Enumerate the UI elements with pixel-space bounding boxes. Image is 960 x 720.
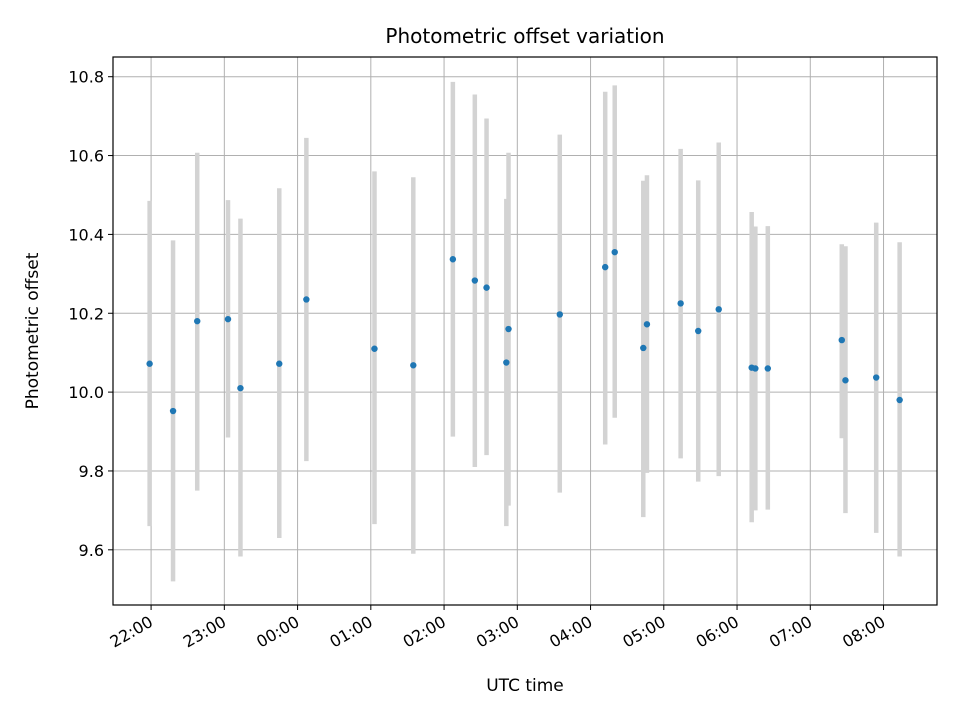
y-tick-label: 10.8: [68, 68, 104, 87]
data-point: [410, 362, 417, 369]
data-point: [503, 359, 510, 366]
data-point: [471, 277, 479, 284]
data-point: [838, 336, 845, 344]
data-point: [371, 345, 378, 352]
data-point: [276, 360, 283, 367]
data-point: [677, 300, 684, 307]
data-point: [643, 321, 651, 328]
data-point: [169, 407, 177, 415]
data-point: [483, 284, 490, 291]
data-point: [752, 365, 759, 372]
data-point: [449, 256, 457, 263]
y-tick-label: 9.8: [79, 462, 104, 481]
x-axis-label: UTC time: [486, 676, 564, 696]
grid: [113, 57, 937, 605]
data-point: [695, 327, 702, 335]
data-point: [715, 306, 722, 313]
data-point: [896, 396, 903, 404]
data-points: [146, 248, 903, 415]
data-point: [602, 263, 609, 271]
data-point: [842, 377, 849, 384]
data-point: [237, 384, 244, 392]
y-tick-label: 10.2: [68, 304, 104, 323]
y-axis-label: Photometric offset: [23, 252, 43, 409]
data-point: [640, 344, 647, 352]
data-point: [194, 317, 201, 325]
y-tick-label: 10.6: [68, 147, 104, 166]
y-tick-label: 9.6: [79, 541, 104, 560]
data-point: [556, 311, 563, 318]
data-point: [611, 248, 618, 256]
data-point: [764, 365, 772, 372]
y-axis-ticks: 9.6 9.8 10.0 10.2 10.4 10.6 10.8: [68, 68, 113, 560]
y-tick-label: 10.4: [68, 225, 104, 244]
data-point: [224, 315, 232, 323]
y-tick-label: 10.0: [68, 383, 104, 402]
chart-title: Photometric offset variation: [385, 24, 664, 48]
data-point: [505, 325, 512, 333]
data-point: [303, 296, 310, 303]
plot-frame: [112, 56, 938, 606]
data-point: [146, 360, 153, 367]
data-point: [873, 374, 880, 381]
